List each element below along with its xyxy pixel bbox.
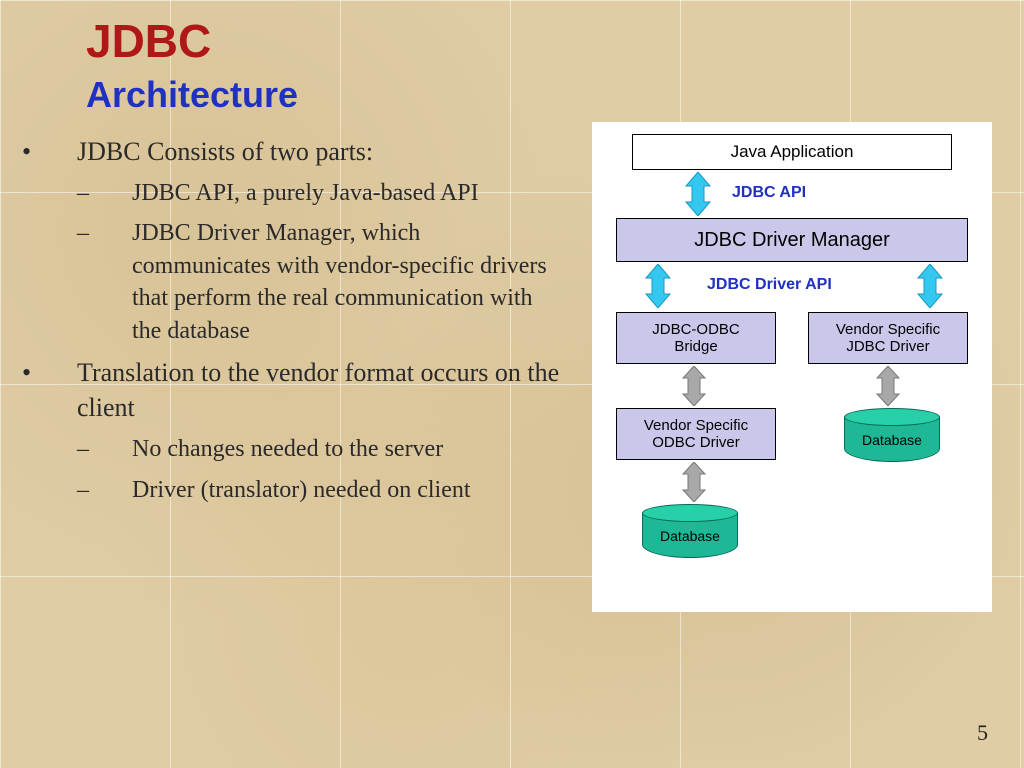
arrow-grey-icon — [678, 366, 710, 406]
bullet-list: • JDBC Consists of two parts: – JDBC API… — [22, 134, 562, 514]
bullet-level2: – Driver (translator) needed on client — [22, 474, 562, 506]
bullet-text: JDBC API, a purely Java-based API — [132, 177, 562, 209]
arrow-blue-icon — [912, 264, 948, 308]
bullet-text: JDBC Consists of two parts: — [77, 134, 562, 169]
box-label: Vendor Specific ODBC Driver — [644, 417, 748, 452]
label-jdbc-api: JDBC API — [732, 184, 806, 202]
bullet-marker: – — [77, 433, 132, 465]
bullet-marker: • — [22, 134, 77, 169]
box-vendor-jdbc-driver: Vendor Specific JDBC Driver — [808, 312, 968, 364]
bullet-level2: – No changes needed to the server — [22, 433, 562, 465]
box-label: Java Application — [731, 142, 854, 162]
title-sub-text: Architecture — [86, 74, 298, 115]
cylinder-database-right: Database — [844, 408, 940, 462]
cylinder-database-left: Database — [642, 504, 738, 558]
bullet-text: Translation to the vendor format occurs … — [77, 355, 562, 425]
box-java-application: Java Application — [632, 134, 952, 170]
arrow-blue-icon — [680, 172, 716, 216]
bullet-level1: • JDBC Consists of two parts: — [22, 134, 562, 169]
bullet-marker: – — [77, 217, 132, 347]
page-number: 5 — [977, 720, 988, 746]
label-text: JDBC Driver API — [707, 276, 832, 293]
bullet-text: Driver (translator) needed on client — [132, 474, 562, 506]
box-label: JDBC-ODBC Bridge — [652, 321, 740, 356]
bullet-marker: – — [77, 474, 132, 506]
box-label: Vendor Specific JDBC Driver — [836, 321, 940, 356]
bullet-marker: • — [22, 355, 77, 425]
architecture-diagram: Java Application JDBC API JDBC Driver Ma… — [592, 122, 992, 612]
cylinder-label: Database — [642, 528, 738, 544]
label-text: JDBC API — [732, 184, 806, 201]
bullet-text: No changes needed to the server — [132, 433, 562, 465]
slide-title-main: JDBC — [86, 14, 211, 68]
bullet-marker: – — [77, 177, 132, 209]
title-main-text: JDBC — [86, 15, 211, 67]
arrow-blue-icon — [640, 264, 676, 308]
label-jdbc-driver-api: JDBC Driver API — [707, 276, 832, 294]
bullet-level1: • Translation to the vendor format occur… — [22, 355, 562, 425]
box-jdbc-odbc-bridge: JDBC-ODBC Bridge — [616, 312, 776, 364]
bullet-text: JDBC Driver Manager, which communicates … — [132, 217, 562, 347]
box-label: JDBC Driver Manager — [694, 229, 890, 252]
arrow-grey-icon — [872, 366, 904, 406]
cylinder-label: Database — [844, 432, 940, 448]
bullet-level2: – JDBC API, a purely Java-based API — [22, 177, 562, 209]
box-driver-manager: JDBC Driver Manager — [616, 218, 968, 262]
slide-title-sub: Architecture — [86, 74, 298, 116]
bullet-level2: – JDBC Driver Manager, which communicate… — [22, 217, 562, 347]
box-vendor-odbc-driver: Vendor Specific ODBC Driver — [616, 408, 776, 460]
arrow-grey-icon — [678, 462, 710, 502]
